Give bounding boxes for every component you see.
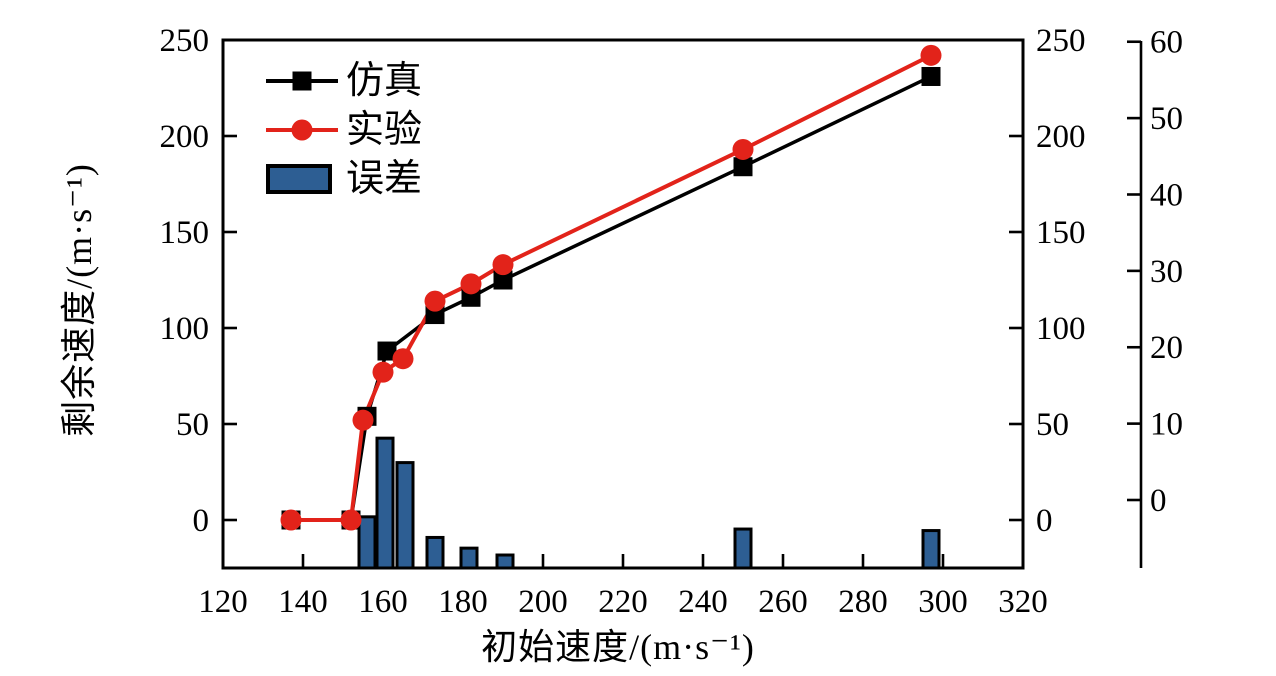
y-left-tick-label: 0: [193, 503, 210, 539]
experiment-point-marker: [352, 409, 374, 431]
y-left-tick-label: 150: [160, 215, 210, 251]
legend-label-experiment: 实验: [346, 108, 423, 151]
error-axis-tick-label: 10: [1150, 407, 1183, 443]
y-left-tick-label: 100: [160, 311, 210, 347]
experiment-point-marker: [920, 44, 942, 66]
simulation-point-marker: [921, 66, 941, 86]
y-right-tick-label: 200: [1036, 119, 1086, 155]
x-tick-label: 240: [678, 584, 728, 620]
error-bar: [495, 553, 515, 570]
simulation-point-marker: [733, 157, 753, 177]
x-tick-label: 180: [438, 584, 488, 620]
simulation-point-marker: [493, 270, 513, 290]
error-axis-tick-label: 30: [1150, 254, 1183, 290]
experiment-point-marker: [392, 348, 414, 370]
y-left-tick-label: 250: [160, 23, 210, 59]
x-axis-title: 初始速度/(m·s⁻¹): [481, 627, 755, 667]
error-axis-tick-label: 40: [1150, 177, 1183, 213]
x-tick-label: 320: [998, 584, 1048, 620]
y-right-tick-label: 100: [1036, 311, 1086, 347]
y-left-tick-label: 200: [160, 119, 210, 155]
error-bar: [459, 546, 479, 570]
experiment-point-marker: [732, 138, 754, 160]
x-tick-label: 260: [758, 584, 808, 620]
experiment-point-marker: [460, 273, 482, 295]
experiment-point-marker: [340, 509, 362, 531]
simulation-line-square-swatch: [266, 62, 338, 100]
experiment-line-circle-swatch: [266, 111, 338, 149]
y-right-tick-label: 0: [1036, 503, 1053, 539]
x-tick-label: 140: [278, 584, 328, 620]
error-bar-swatch: [266, 160, 338, 198]
x-tick-label: 220: [598, 584, 648, 620]
experiment-point-marker: [372, 361, 394, 383]
error-axis-tick-label: 20: [1150, 330, 1183, 366]
error-bar: [425, 535, 445, 570]
legend-label-error: 误差: [346, 157, 423, 200]
error-axis-tick-label: 0: [1150, 483, 1167, 519]
error-bar: [921, 529, 941, 570]
error-bar: [357, 515, 377, 570]
experiment-line: [291, 53, 932, 522]
y-axis-title: 剩余速度/(m·s⁻¹): [59, 163, 99, 437]
x-tick-label: 160: [358, 584, 408, 620]
x-tick-label: 120: [198, 584, 248, 620]
simulation-point-marker: [377, 341, 397, 361]
error-axis-tick-label: 50: [1150, 101, 1183, 137]
legend-item-experiment: 实验: [266, 105, 422, 154]
y-right-tick-label: 250: [1036, 23, 1086, 59]
legend-item-simulation: 仿真: [266, 56, 422, 105]
legend-label-simulation: 仿真: [346, 59, 423, 102]
y-right-tick-label: 50: [1036, 407, 1069, 443]
x-tick-label: 200: [518, 584, 568, 620]
experiment-point-marker: [492, 254, 514, 276]
y-right-tick-label: 150: [1036, 215, 1086, 251]
error-axis-tick-label: 60: [1150, 25, 1183, 61]
experiment-point-marker: [280, 509, 302, 531]
error-bar: [733, 527, 753, 570]
legend: 仿真 实验 误差: [266, 56, 422, 203]
error-bar: [375, 436, 395, 570]
x-tick-label: 300: [918, 584, 968, 620]
error-bar: [395, 461, 415, 570]
y-left-tick-label: 50: [176, 407, 209, 443]
legend-item-error: 误差: [266, 154, 422, 203]
x-tick-label: 280: [838, 584, 888, 620]
experiment-point-marker: [424, 290, 446, 312]
